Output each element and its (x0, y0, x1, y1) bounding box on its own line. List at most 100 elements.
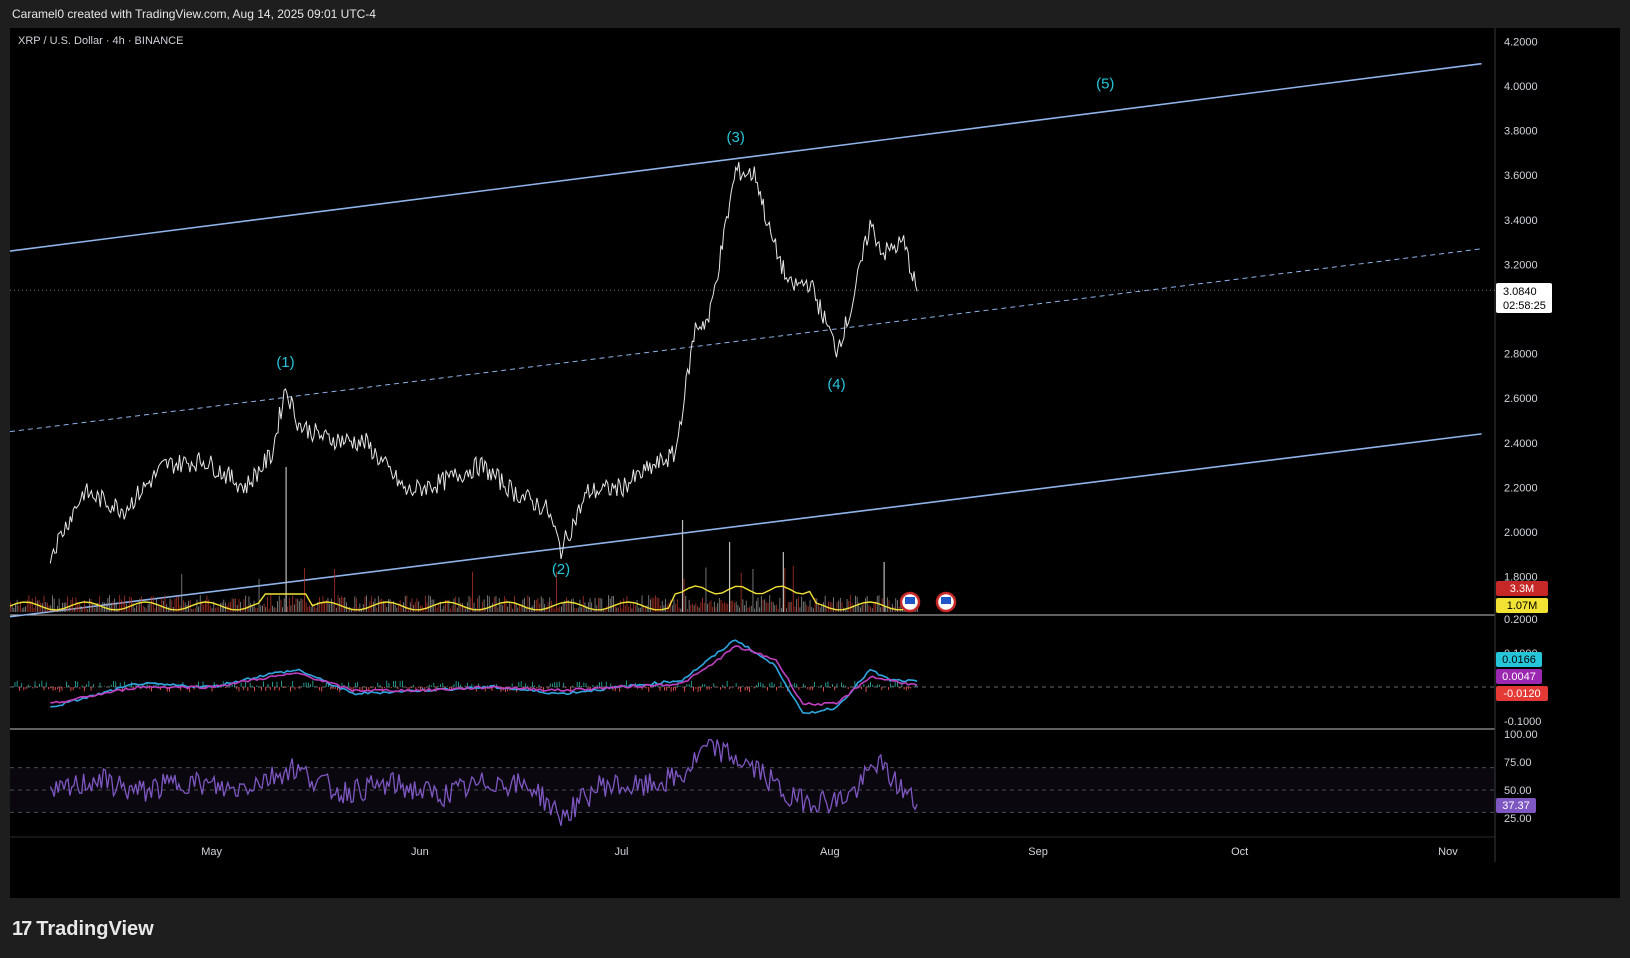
volume-bar (273, 607, 275, 612)
volume-bar (99, 596, 100, 612)
volume-bar (656, 597, 658, 612)
volume-bar (288, 597, 290, 612)
volume-bar (258, 578, 260, 612)
volume-bar (653, 598, 655, 612)
volume-bar (495, 595, 497, 612)
volume-bar (82, 607, 84, 612)
volume-bar (623, 598, 625, 612)
volume-bar (626, 596, 628, 612)
volume-bar (253, 600, 255, 612)
macd-hist-bar (254, 687, 255, 692)
macd-hist-bar (283, 687, 285, 688)
macd-hist-bar (272, 681, 273, 687)
macd-hist-bar (883, 686, 885, 688)
macd-hist-bar (798, 687, 800, 691)
volume-bar (498, 598, 500, 612)
volume-bar (191, 609, 193, 612)
volume-bar (811, 606, 813, 612)
macd-hist-bar (540, 687, 542, 689)
volume-bar (483, 599, 485, 612)
volume-bar (77, 602, 79, 612)
volume-bar (240, 602, 241, 612)
macd-hist-bar (744, 687, 746, 691)
volume-bar (687, 609, 688, 612)
macd-hist-bar (693, 687, 694, 692)
volume-bar (174, 598, 176, 612)
volume-bar (821, 604, 823, 612)
macd-hist-bar (876, 684, 878, 688)
volume-bar (507, 606, 509, 612)
volume-bar (354, 596, 356, 612)
volume-bar (235, 598, 236, 612)
macd-hist-bar (379, 684, 381, 687)
macd-hist-bar (903, 687, 905, 690)
volume-bar (430, 596, 431, 612)
chart-frame[interactable] (10, 28, 1620, 898)
macd-hist-bar (227, 686, 229, 688)
volume-badge: 3.3M (1510, 583, 1534, 595)
macd-hist-bar (702, 684, 703, 688)
macd-hist-bar (269, 687, 271, 690)
volume-bar (561, 606, 562, 612)
macd-hist-bar (778, 687, 780, 688)
volume-bar (169, 598, 171, 612)
volume-bar (80, 605, 82, 612)
volume-bar (376, 607, 378, 612)
volume-bar (478, 595, 480, 612)
volume-bar (305, 602, 307, 612)
macd-hist-bar (534, 685, 535, 688)
macd-hist-bar (83, 687, 85, 692)
volume-bar (848, 601, 850, 612)
volume-bar (853, 605, 855, 612)
macd-hist-bar (610, 683, 612, 687)
volume-bar (566, 597, 567, 612)
macd-hist-bar (339, 687, 341, 693)
volume-bar (231, 598, 233, 612)
macd-hist-bar (292, 681, 294, 688)
volume-bar (396, 607, 398, 612)
macd-hist-bar (135, 685, 137, 688)
brand[interactable]: 17 TradingView (12, 918, 154, 941)
macd-hist-bar (491, 687, 493, 691)
macd-hist-bar (242, 687, 244, 691)
volume-bar (450, 608, 451, 612)
volume-bar (508, 601, 510, 612)
volume-bar (695, 603, 697, 612)
volume-bar (233, 598, 235, 612)
volume-bar (20, 601, 21, 612)
volume-bar (178, 596, 179, 612)
macd-hist-bar (157, 684, 159, 687)
volume-bar (167, 607, 169, 612)
macd-hist-bar (785, 686, 786, 688)
volume-bar (73, 607, 75, 612)
volume-bar (327, 598, 329, 612)
volume-bars (10, 467, 918, 612)
macd-hist-bar (901, 682, 903, 688)
volume-bar (703, 602, 705, 612)
macd-hist-bar (879, 684, 880, 687)
volume-bar (319, 597, 320, 612)
macd-hist-bar (894, 680, 896, 688)
volume-bar (97, 602, 99, 612)
macd-hist-bar (888, 687, 889, 690)
macd-hist-bar (478, 683, 479, 688)
macd-hist-bar (312, 680, 314, 688)
macd-hist-bar (325, 683, 327, 688)
macd-hist-bar (605, 681, 607, 687)
volume-bar (114, 598, 116, 612)
macd-hist-bar (455, 680, 457, 688)
macd-hist-bar (543, 687, 544, 693)
macd-hist-bar (361, 687, 363, 692)
volume-bar (658, 598, 660, 612)
volume-bar (52, 595, 53, 612)
volume-bar (735, 601, 737, 612)
volume-bar (58, 598, 60, 612)
volume-bar (680, 608, 682, 612)
chart-svg[interactable]: (1) (2) (3) (4) (5) 4.2000 4.0000 3.8000 3.6000 3… (0, 0, 1630, 898)
macd-hist-bar (303, 682, 305, 687)
macd-hist-bar (793, 682, 795, 688)
macd-hist-bar (773, 684, 775, 687)
macd-hist-bar (527, 685, 529, 688)
volume-bar (295, 598, 297, 612)
volume-bar (779, 598, 781, 612)
